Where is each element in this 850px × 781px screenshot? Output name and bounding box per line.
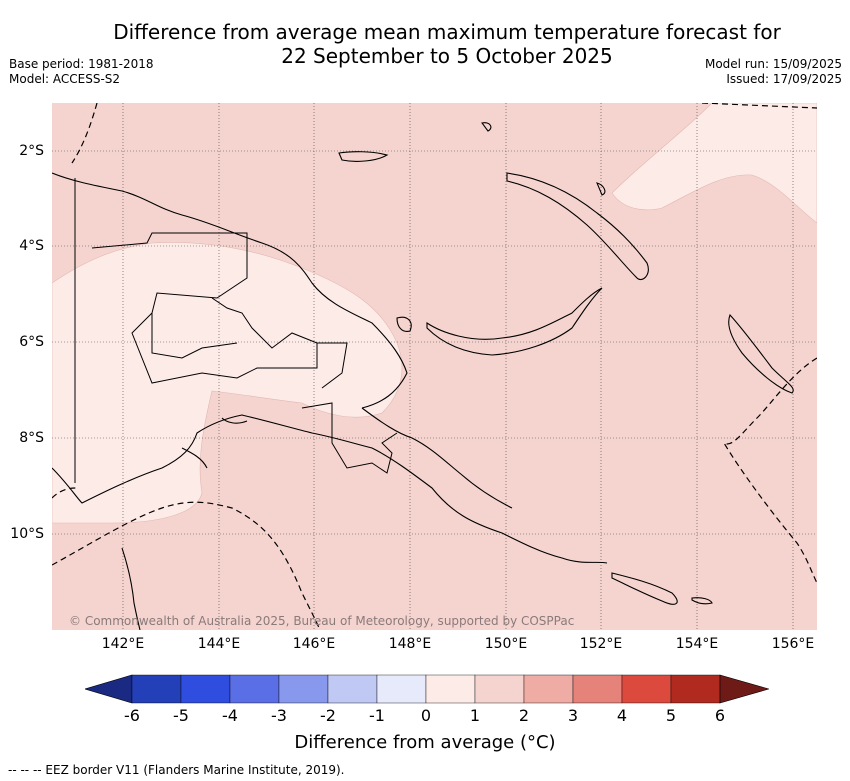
colorbar-tick: -6	[124, 706, 140, 725]
issued-date: Issued: 17/09/2025	[726, 72, 842, 86]
anomaly-region-0-1-west	[52, 242, 403, 524]
colorbar-segment	[376, 674, 427, 704]
colorbar-label: Difference from average (°C)	[294, 732, 556, 753]
lon-tick: 146°E	[292, 636, 336, 652]
title-line-1: Difference from average mean maximum tem…	[113, 20, 781, 44]
colorbar-segment	[278, 674, 329, 704]
colorbar-tick: 1	[469, 706, 481, 725]
colorbar-tick: 5	[665, 706, 677, 725]
colorbar-tick: 3	[567, 706, 579, 725]
map-title: Difference from average mean maximum tem…	[0, 20, 850, 68]
lat-tick: 8°S	[19, 430, 44, 446]
coastlines	[52, 122, 794, 630]
lon-tick: 150°E	[484, 636, 528, 652]
colorbar-tick: -4	[222, 706, 238, 725]
anomaly-region-0-1-northeast	[611, 103, 817, 224]
lon-tick: 154°E	[675, 636, 719, 652]
base-period: Base period: 1981-2018	[9, 57, 154, 71]
lon-tick: 152°E	[579, 636, 623, 652]
colorbar-segment	[572, 674, 623, 704]
copyright-note: © Commonwealth of Australia 2025, Bureau…	[69, 614, 575, 628]
colorbar-segment	[523, 674, 574, 704]
colorbar-tick: 0	[420, 706, 432, 725]
model-name: Model: ACCESS-S2	[9, 72, 121, 86]
colorbar-svg	[83, 674, 771, 704]
lon-tick: 156°E	[771, 636, 815, 652]
lon-tick: 142°E	[101, 636, 145, 652]
lon-tick: 148°E	[388, 636, 432, 652]
colorbar-segment	[327, 674, 378, 704]
colorbar-tick: -5	[173, 706, 189, 725]
lat-tick: 4°S	[19, 238, 44, 254]
lat-tick: 6°S	[19, 334, 44, 350]
lat-tick: 10°S	[10, 526, 44, 542]
colorbar-segment	[425, 674, 476, 704]
colorbar-tick: -1	[369, 706, 385, 725]
colorbar-tick: -2	[320, 706, 336, 725]
colorbar-tick: 4	[616, 706, 628, 725]
colorbar-segment	[621, 674, 672, 704]
colorbar-segment	[670, 674, 721, 704]
eez-legend-note: -- -- -- EEZ border V11 (Flanders Marine…	[8, 763, 345, 777]
colorbar-tick: -3	[271, 706, 287, 725]
map-svg	[52, 103, 817, 630]
province-borders	[74, 178, 398, 483]
map-area	[52, 103, 817, 630]
colorbar	[83, 674, 771, 708]
eez-border	[52, 103, 817, 630]
colorbar-segment	[229, 674, 280, 704]
meta-right: Model run: 15/09/2025 Issued: 17/09/2025	[705, 57, 842, 87]
meta-left: Base period: 1981-2018 Model: ACCESS-S2	[9, 57, 154, 87]
colorbar-segment	[180, 674, 231, 704]
model-run: Model run: 15/09/2025	[704, 57, 842, 71]
lat-tick: 2°S	[19, 143, 44, 159]
colorbar-tick: 6	[714, 706, 726, 725]
colorbar-tick: 2	[518, 706, 530, 725]
colorbar-segment	[131, 674, 182, 704]
title-line-2: 22 September to 5 October 2025	[281, 44, 613, 68]
lon-tick: 144°E	[197, 636, 241, 652]
colorbar-arrow-low	[83, 674, 133, 704]
colorbar-segment	[474, 674, 525, 704]
colorbar-arrow-high	[719, 674, 771, 704]
